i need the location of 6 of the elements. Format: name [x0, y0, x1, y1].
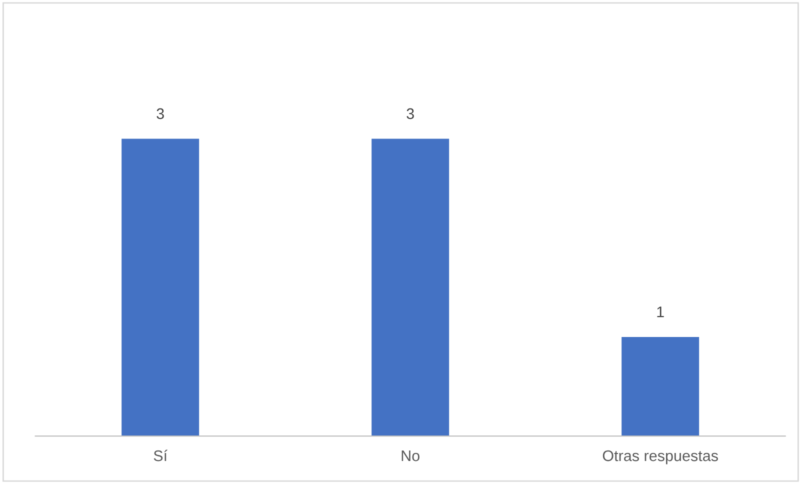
data-label: 3 [406, 108, 414, 120]
x-tick-label: Sí [154, 450, 168, 462]
data-label: 1 [657, 306, 664, 318]
data-label: 3 [156, 108, 164, 120]
x-tick-label: No [402, 450, 420, 462]
x-tick-label: Otras respuestas [602, 450, 718, 464]
